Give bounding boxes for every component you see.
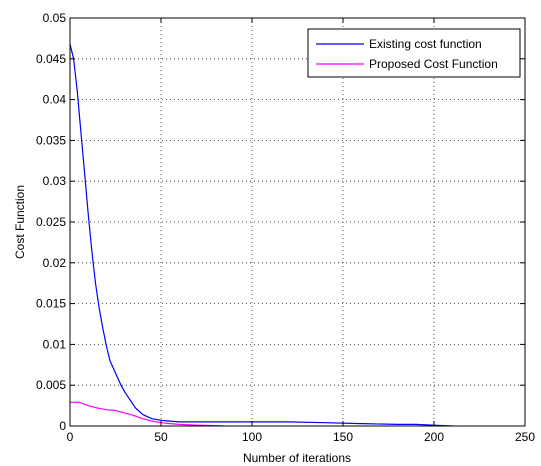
series-lines [69,43,453,427]
plot-area [70,18,525,426]
y-tick-label: 0.02 [43,256,67,270]
y-tick-label: 0.03 [43,174,67,188]
y-tick-label: 0.015 [36,297,66,311]
y-tick-label: 0.025 [36,215,66,229]
x-tick-label: 150 [333,430,353,444]
y-tick-label: 0.05 [43,11,67,25]
x-tick-label: 50 [154,430,168,444]
x-tick-label: 250 [515,430,535,444]
axis-ticks [69,17,526,427]
series-line-proposed [70,401,225,427]
y-tick-label: 0.04 [43,93,67,107]
x-tick-label: 200 [424,430,444,444]
x-tick-label: 0 [67,430,74,444]
x-axis-title: Number of iterations [243,451,351,465]
legend-label-proposed: Proposed Cost Function [369,57,498,71]
tick-labels: 0 50 100 150 200 250 0 0.005 0.01 0.015 0.02 0.025 0… [36,11,535,444]
y-tick-label: 0.045 [36,52,66,66]
y-tick-label: 0.005 [36,378,66,392]
legend: Existing cost function Proposed Cost Fun… [307,28,521,78]
y-tick-label: 0.01 [43,337,67,351]
legend-box [307,28,521,78]
x-tick-label: 100 [242,430,262,444]
y-axis-title: Cost Function [13,185,27,259]
legend-label-existing: Existing cost function [369,37,482,51]
series-line-existing [69,43,453,427]
grid [70,18,525,426]
y-tick-label: 0 [59,419,66,433]
y-tick-label: 0.035 [36,133,66,147]
